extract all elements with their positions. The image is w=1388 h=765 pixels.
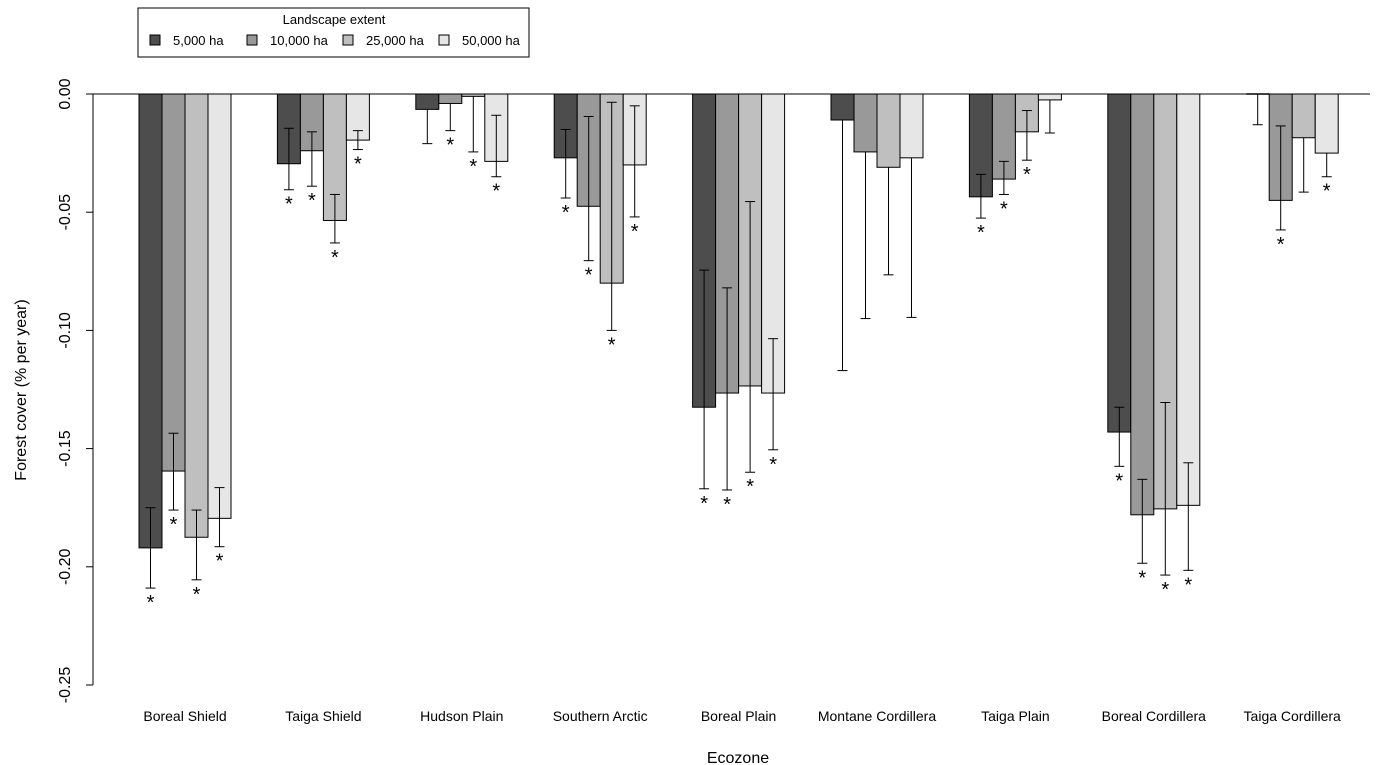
y-tick-label: -0.15 [57, 430, 74, 467]
bar [876, 93, 901, 168]
legend-swatch [149, 34, 161, 46]
y-tick-label: -0.25 [57, 667, 74, 704]
significance-star: * [723, 494, 731, 516]
y-tick-label: -0.20 [57, 548, 74, 585]
significance-star: * [1000, 198, 1008, 220]
significance-star: * [700, 493, 708, 515]
bar [415, 93, 440, 110]
bar [461, 93, 486, 97]
x-category-label: Montane Cordillera [818, 708, 936, 724]
legend: Landscape extent 5,000 ha 10,000 ha 25,000… [137, 7, 530, 58]
significance-star: * [585, 265, 593, 287]
significance-star: * [608, 334, 616, 356]
y-tick-label: -0.10 [57, 312, 74, 349]
bar [1130, 93, 1155, 516]
significance-star: * [193, 584, 201, 606]
y-axis-title: Forest cover (% per year) [13, 299, 30, 480]
bars-layer [138, 93, 1339, 549]
bar [207, 93, 232, 519]
bar [830, 93, 855, 121]
significance-star: * [331, 247, 339, 269]
bar [899, 93, 924, 159]
significance-star: * [285, 194, 293, 216]
bar [1314, 93, 1339, 154]
significance-star: * [1184, 574, 1192, 596]
significance-star: * [1277, 234, 1285, 256]
significance-star: * [1323, 181, 1331, 203]
significance-star: * [769, 454, 777, 476]
significance-star: * [446, 135, 454, 157]
x-category-label: Taiga Cordillera [1244, 708, 1341, 724]
legend-swatch [342, 34, 354, 46]
significance-star: * [1138, 567, 1146, 589]
legend-label: 25,000 ha [366, 33, 425, 48]
bar [1176, 93, 1201, 506]
x-category-label: Boreal Shield [143, 708, 226, 724]
significance-star: * [308, 190, 316, 212]
significance-markers-layer: * * * * * * * * * * * * * * * * * * * * * * * * * * * * [147, 135, 1331, 614]
significance-star: * [216, 551, 224, 573]
significance-star: * [1161, 579, 1169, 601]
error-bars-layer [145, 94, 1332, 589]
legend-swatch [246, 34, 258, 46]
x-category-label: Taiga Shield [285, 708, 361, 724]
significance-star: * [631, 221, 639, 243]
legend-label: 5,000 ha [173, 33, 224, 48]
significance-star: * [469, 156, 477, 178]
bar [1107, 93, 1132, 433]
significance-star: * [170, 514, 178, 536]
bar [184, 93, 209, 538]
x-category-label: Boreal Plain [701, 708, 777, 724]
legend-label: 10,000 ha [270, 33, 329, 48]
bar [161, 93, 186, 472]
legend-title: Landscape extent [283, 12, 386, 27]
y-tick-label: -0.05 [57, 194, 74, 231]
legend-label: 50,000 ha [462, 33, 521, 48]
x-category-label: Southern Arctic [553, 708, 648, 724]
y-axis: 0.00 -0.05 -0.10 -0.15 -0.20 -0.25 [57, 78, 94, 704]
legend-items: 5,000 ha 10,000 ha 25,000 ha 50,000 ha [149, 33, 521, 48]
significance-star: * [746, 476, 754, 498]
bar [1037, 93, 1062, 101]
significance-star: * [1115, 470, 1123, 492]
x-axis-title: Ecozone [707, 750, 769, 765]
x-category-label: Boreal Cordillera [1102, 708, 1206, 724]
legend-swatch [438, 34, 450, 46]
x-category-label: Taiga Plain [981, 708, 1050, 724]
bar [1291, 93, 1316, 139]
significance-star: * [354, 154, 362, 176]
legend-box [137, 7, 530, 58]
significance-star: * [977, 222, 985, 244]
y-tick-label: 0.00 [57, 78, 74, 109]
bar [138, 93, 163, 549]
x-category-labels: Boreal Shield Taiga Shield Hudson Plain Sou… [143, 708, 1341, 724]
significance-star: * [562, 202, 570, 224]
significance-star: * [147, 592, 155, 614]
bar [853, 93, 878, 153]
x-category-label: Hudson Plain [420, 708, 503, 724]
significance-star: * [1023, 164, 1031, 186]
significance-star: * [492, 181, 500, 203]
bar [438, 93, 463, 104]
